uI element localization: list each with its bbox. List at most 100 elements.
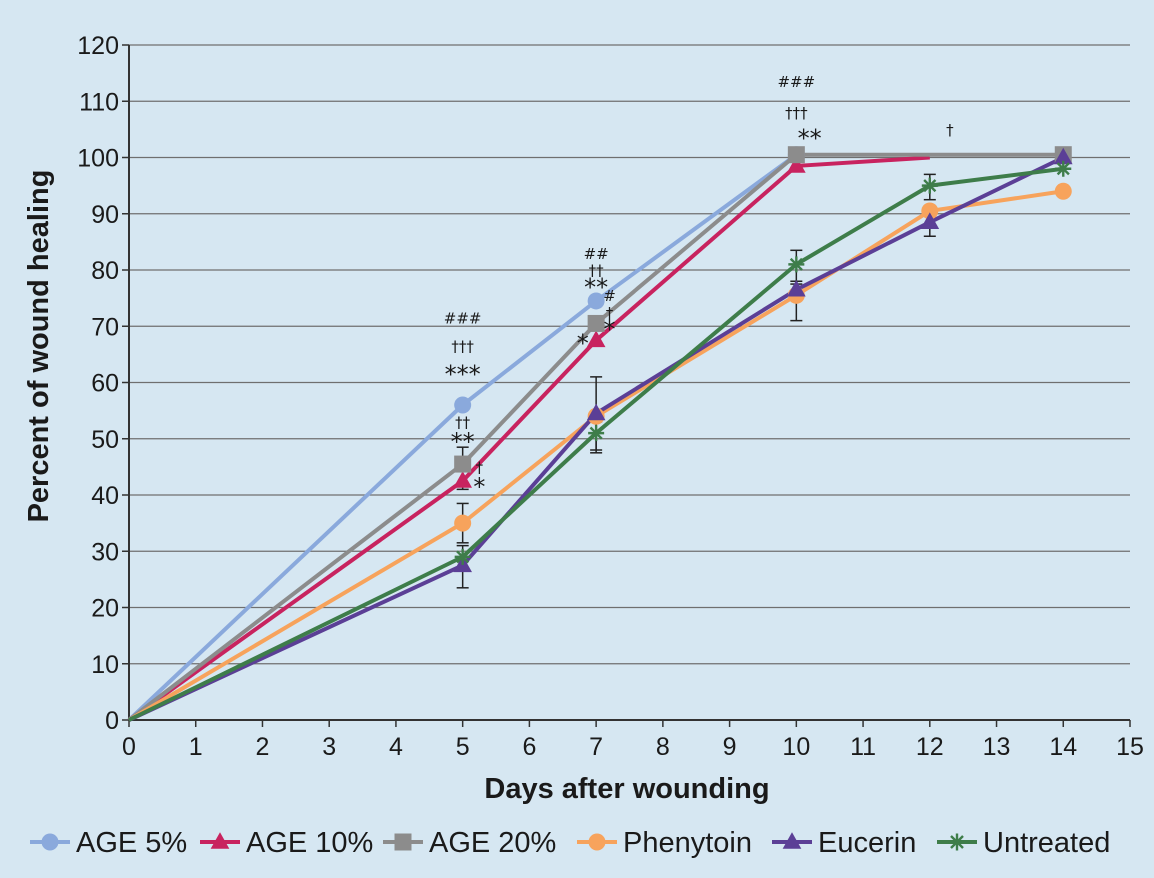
data-point bbox=[921, 202, 939, 220]
series-line bbox=[128, 166, 1064, 722]
annotation: ### bbox=[777, 73, 815, 91]
x-tick-label: 12 bbox=[916, 733, 944, 761]
annotation: †† bbox=[589, 262, 605, 280]
x-tick-label: 13 bbox=[983, 733, 1011, 761]
x-tick-label: 1 bbox=[189, 733, 203, 761]
x-tick-label: 6 bbox=[522, 733, 536, 761]
legend-label: AGE 5% bbox=[76, 827, 187, 859]
data-point bbox=[1053, 147, 1073, 165]
annotation: ††† bbox=[451, 338, 474, 356]
y-tick-label: 70 bbox=[91, 313, 119, 341]
x-tick-label: 5 bbox=[456, 733, 470, 761]
data-point bbox=[587, 292, 605, 310]
annotation: † bbox=[946, 121, 954, 139]
legend-label: AGE 20% bbox=[429, 827, 556, 859]
legend-item: Eucerin bbox=[772, 827, 916, 859]
x-tick-label: 10 bbox=[782, 733, 810, 761]
x-tick-label: 15 bbox=[1116, 733, 1144, 761]
legend-label: Untreated bbox=[983, 827, 1110, 859]
annotation: # bbox=[603, 287, 616, 305]
series-markers bbox=[453, 147, 1073, 573]
annotation: ††† bbox=[785, 104, 808, 122]
legend-item: AGE 5% bbox=[30, 827, 187, 859]
annotation: *** bbox=[445, 361, 481, 389]
y-tick-label: 50 bbox=[91, 426, 119, 454]
legend-item: AGE 20% bbox=[383, 827, 556, 859]
data-point bbox=[586, 330, 606, 348]
y-tick-label: 90 bbox=[91, 201, 119, 229]
series-eucerin bbox=[128, 155, 1065, 722]
y-tick-label: 100 bbox=[77, 145, 119, 173]
data-point bbox=[588, 833, 606, 851]
x-tick-label: 3 bbox=[322, 733, 336, 761]
x-tick-label: 4 bbox=[389, 733, 403, 761]
data-point bbox=[1055, 160, 1072, 177]
data-point bbox=[394, 833, 412, 851]
data-point bbox=[210, 832, 230, 849]
x-tick-labels: 0 1 2 3 4 5 6 7 8 9 10 11 12 13 14 15 bbox=[122, 733, 1144, 761]
series-line bbox=[128, 155, 1065, 722]
y-tick-label: 120 bbox=[77, 32, 119, 60]
x-tick-label: 11 bbox=[850, 733, 876, 761]
legend-item: AGE 10% bbox=[200, 827, 373, 859]
data-point bbox=[921, 177, 938, 194]
y-tick-label: 110 bbox=[79, 88, 119, 116]
data-point bbox=[454, 548, 471, 565]
y-tick-labels: 0 10 20 30 40 50 60 70 80 90 100 110 120 bbox=[77, 32, 119, 735]
annotation: ## bbox=[584, 245, 609, 263]
series-phenytoin bbox=[127, 189, 1064, 722]
axes bbox=[122, 44, 1131, 727]
data-point bbox=[453, 471, 473, 488]
annotation: † bbox=[606, 304, 614, 322]
data-point bbox=[786, 156, 806, 173]
annotation: * bbox=[577, 330, 589, 358]
y-tick-label: 10 bbox=[91, 651, 119, 679]
x-tick-label: 9 bbox=[723, 733, 737, 761]
annotation: ### bbox=[444, 309, 482, 327]
grid-lines bbox=[129, 44, 1130, 665]
data-point bbox=[454, 514, 472, 532]
data-point bbox=[41, 833, 59, 851]
x-tick-label: 0 bbox=[122, 733, 136, 761]
series-age-5- bbox=[127, 153, 798, 722]
legend-item: Phenytoin bbox=[577, 827, 752, 859]
data-point bbox=[782, 832, 802, 849]
series-markers bbox=[453, 156, 806, 488]
data-point bbox=[787, 146, 805, 164]
legend-label: Phenytoin bbox=[623, 827, 752, 859]
data-point bbox=[588, 425, 605, 442]
annotation: ** bbox=[798, 124, 822, 152]
y-tick-label: 0 bbox=[105, 707, 119, 735]
annotation: * bbox=[603, 316, 615, 344]
y-tick-label: 30 bbox=[91, 538, 119, 566]
data-point bbox=[1054, 182, 1072, 200]
annotation: ** bbox=[451, 428, 475, 456]
annotation: †† bbox=[455, 414, 471, 432]
annotation: † bbox=[476, 459, 484, 477]
x-tick-label: 2 bbox=[256, 733, 270, 761]
legend-label: Eucerin bbox=[818, 827, 916, 859]
data-point bbox=[920, 212, 940, 229]
data-point bbox=[788, 256, 805, 273]
series-line bbox=[127, 189, 1064, 722]
annotation: * bbox=[473, 473, 485, 501]
y-tick-label: 40 bbox=[91, 482, 119, 510]
series-markers bbox=[454, 160, 1072, 565]
x-tick-label: 8 bbox=[656, 733, 670, 761]
y-tick-label: 20 bbox=[91, 595, 119, 623]
x-tick-label: 14 bbox=[1049, 733, 1077, 761]
series bbox=[127, 146, 1073, 722]
significance-annotations: ###†††***††**†*##††**#†**###†††** † bbox=[444, 73, 954, 501]
x-axis-label: Days after wounding bbox=[484, 773, 769, 805]
data-point bbox=[586, 403, 606, 421]
data-point bbox=[948, 833, 966, 851]
y-axis-label: Percent of wound healing bbox=[23, 170, 55, 523]
data-point bbox=[454, 455, 472, 473]
legend-item: Untreated bbox=[937, 827, 1110, 859]
error-bars bbox=[456, 173, 936, 589]
legend: AGE 5% AGE 10% AGE 20% Phenytoin Eucerin Untr… bbox=[30, 827, 1110, 859]
data-point bbox=[786, 279, 806, 297]
y-tick-label: 80 bbox=[91, 257, 119, 285]
y-tick-label: 60 bbox=[91, 370, 119, 398]
